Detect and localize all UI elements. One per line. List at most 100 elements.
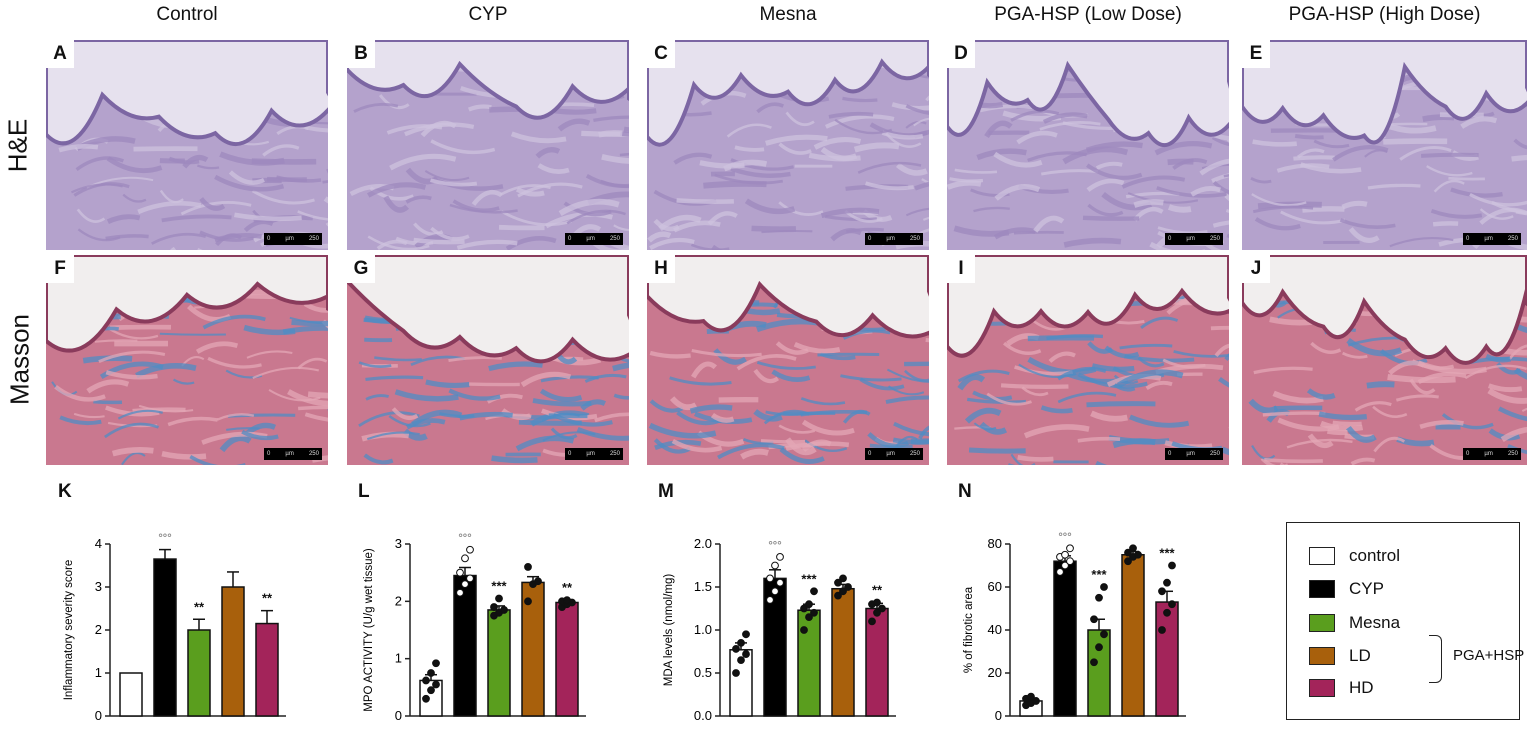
scale-bar: 0 µm 250: [565, 233, 623, 245]
y-tick-label: 3: [395, 536, 402, 551]
y-tick-label: 1: [395, 651, 402, 666]
panel-letter: D: [947, 40, 975, 68]
y-tick-label: 3: [95, 579, 102, 594]
data-point: [1158, 587, 1166, 596]
significance-label: °°°: [1058, 531, 1071, 543]
legend-label: LD: [1349, 646, 1371, 665]
data-point: [500, 606, 508, 614]
column-title-hd: PGA-HSP (High Dose): [1288, 4, 1481, 25]
histology-image: H 0 µm 250: [647, 255, 929, 465]
scale-bar-label: 0: [1168, 451, 1172, 457]
chart-letter-m: M: [658, 481, 674, 502]
data-point: [422, 676, 430, 685]
legend-label: CYP: [1349, 579, 1384, 598]
data-point: [1100, 583, 1108, 591]
scale-bar: 0 µm 250: [264, 233, 322, 245]
histology-image: J 0 µm 250: [1242, 255, 1527, 465]
significance-label: °°°: [768, 540, 781, 552]
legend-swatch-control: [1309, 547, 1335, 565]
data-point: [732, 669, 740, 677]
scale-bar-label: 250: [909, 236, 920, 242]
legend-item-ld: LD: [1309, 645, 1371, 667]
data-point: [771, 587, 779, 596]
data-point: [1124, 548, 1132, 557]
data-point: [461, 580, 469, 589]
data-point: [810, 587, 818, 596]
scale-bar-label: 250: [308, 236, 319, 242]
legend-swatch-cyp: [1309, 580, 1335, 598]
y-tick-label: 40: [988, 622, 1002, 637]
column-title-control: Control: [156, 4, 218, 25]
legend-item-cyp: CYP: [1309, 578, 1384, 600]
significance-label: ***: [1091, 567, 1107, 582]
data-point: [800, 626, 808, 634]
panel-letter: F: [46, 255, 74, 283]
data-point: [1095, 643, 1103, 652]
y-tick-label: 0.5: [694, 665, 712, 680]
data-point: [422, 694, 430, 703]
data-point: [839, 587, 847, 596]
y-tick-label: 2.0: [694, 536, 712, 551]
bar-HD: [555, 601, 579, 717]
data-point: [810, 608, 818, 617]
column-title-mesna: Mesna: [759, 4, 817, 25]
data-point: [742, 630, 750, 639]
data-point: [563, 596, 571, 605]
legend-bracket: [1429, 635, 1442, 683]
bar-HD: [255, 622, 279, 717]
data-point: [1134, 550, 1142, 559]
data-point: [868, 617, 876, 626]
data-point: [878, 604, 886, 613]
scale-bar-label: µm: [586, 236, 595, 242]
histology-image: D 0 µm 250: [947, 40, 1229, 250]
data-point: [461, 554, 469, 563]
scale-bar-label: 0: [868, 236, 872, 242]
data-point: [1061, 561, 1069, 570]
y-tick-label: 1.5: [694, 579, 712, 594]
histology-image: B 0 µm 250: [347, 40, 629, 250]
significance-label: ***: [1159, 546, 1175, 561]
scale-bar-label: µm: [1484, 451, 1493, 457]
y-axis-label: % of fibrotic area: [963, 586, 975, 673]
legend-swatch-hd: [1309, 679, 1335, 697]
y-tick-label: 60: [988, 579, 1002, 594]
data-point: [834, 578, 842, 587]
data-point: [427, 686, 435, 695]
y-tick-label: 4: [95, 536, 102, 551]
data-point: [766, 596, 774, 604]
significance-label: **: [872, 582, 883, 597]
data-point: [1129, 544, 1137, 553]
data-point: [524, 597, 532, 606]
scale-bar-label: µm: [886, 451, 895, 457]
bar-CYP: [763, 577, 787, 717]
panel-letter: I: [947, 255, 975, 283]
legend-group-label: PGA+HSP: [1453, 647, 1525, 664]
panel-letter: E: [1242, 40, 1270, 68]
data-point: [456, 568, 464, 577]
scale-bar-label: 0: [1466, 236, 1470, 242]
scale-bar-label: µm: [285, 451, 294, 457]
data-point: [1124, 557, 1132, 566]
y-tick-label: 2: [95, 622, 102, 637]
bar-Mesna: [797, 609, 821, 717]
scale-bar-label: µm: [285, 236, 294, 242]
scale-bar-label: 0: [267, 236, 271, 242]
scale-bar-label: 0: [568, 451, 572, 457]
y-tick-label: 2: [395, 593, 402, 608]
data-point: [524, 563, 532, 571]
data-point: [1032, 697, 1040, 705]
data-point: [427, 669, 435, 677]
scale-bar: 0 µm 250: [264, 448, 322, 460]
data-point: [1168, 600, 1176, 609]
panel-letter: B: [347, 40, 375, 68]
y-axis-label: MPO ACTIVITY (U/g wet tissue): [363, 548, 375, 712]
scale-bar-label: 0: [868, 451, 872, 457]
bar-CYP: [153, 558, 177, 717]
data-point: [805, 613, 813, 621]
significance-label: **: [262, 591, 273, 606]
scale-bar: 0 µm 250: [1165, 448, 1223, 460]
scale-bar-label: 0: [568, 236, 572, 242]
scale-bar-label: µm: [886, 236, 895, 242]
scale-bar: 0 µm 250: [565, 448, 623, 460]
